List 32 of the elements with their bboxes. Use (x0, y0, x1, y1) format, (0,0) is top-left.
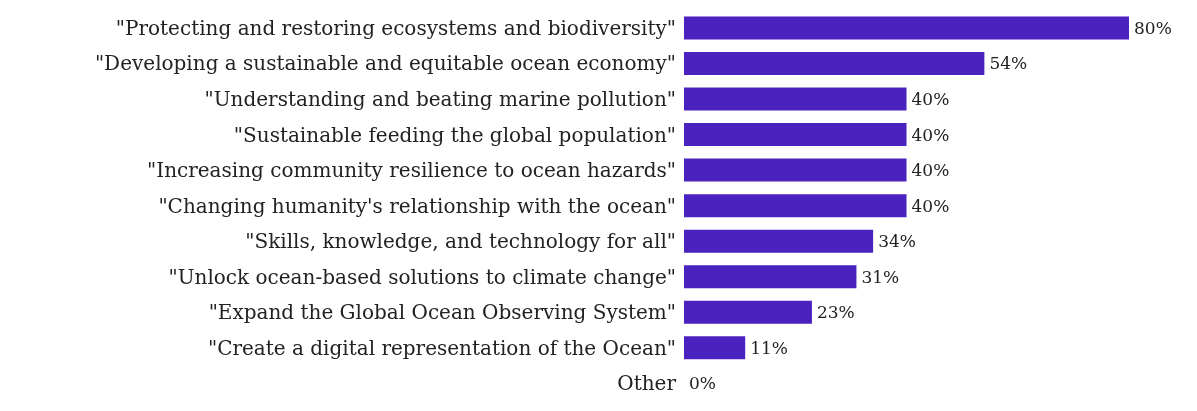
y-tick-label: "Unlock ocean-based solutions to climate change" (168, 264, 676, 289)
data-label: 40% (911, 160, 950, 181)
y-tick-label: "Expand the Global Ocean Observing System" (208, 300, 676, 325)
bar (684, 158, 907, 182)
data-label: 40% (911, 124, 950, 145)
data-label: 23% (816, 302, 855, 323)
data-label: 40% (911, 89, 950, 110)
bar (684, 123, 907, 147)
data-label: 34% (878, 231, 916, 252)
data-label: 11% (750, 337, 788, 358)
bar (684, 51, 985, 75)
y-tick-label: "Increasing community resilience to ocean hazards" (147, 158, 676, 183)
data-label: 0% (689, 373, 716, 394)
y-tick-label: "Protecting and restoring ecosystems and biodiversity" (115, 15, 676, 40)
data-label: 40% (911, 195, 950, 216)
data-label: 54% (989, 53, 1028, 74)
bar (684, 336, 746, 360)
bar (684, 87, 907, 111)
bar (684, 194, 907, 218)
y-tick-label: "Developing a sustainable and equitable ocean economy" (94, 51, 676, 76)
bar (684, 300, 812, 324)
y-tick-label: "Changing humanity's relationship with the ocean" (158, 193, 676, 218)
y-tick-label: Other (617, 371, 677, 396)
bar (684, 16, 1129, 40)
data-label: 80% (1134, 17, 1172, 38)
y-tick-label: "Understanding and beating marine pollution" (204, 86, 676, 111)
bar (684, 229, 874, 253)
y-tick-label: "Create a digital representation of the Ocean" (207, 335, 676, 360)
data-label: 31% (861, 266, 900, 287)
bar (684, 265, 857, 289)
y-tick-label: "Skills, knowledge, and technology for all" (245, 229, 676, 254)
y-tick-label: "Sustainable feeding the global population" (233, 122, 676, 147)
